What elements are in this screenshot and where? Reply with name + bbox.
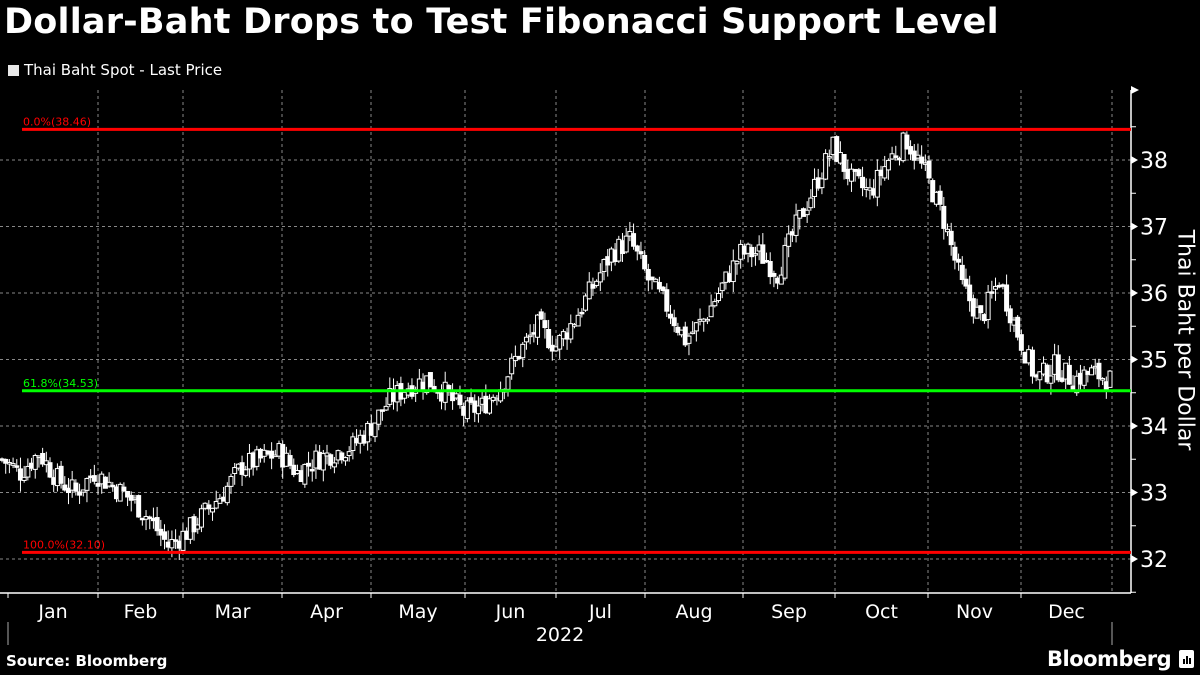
source-note: Source: Bloomberg — [6, 652, 168, 670]
brand-name: Bloomberg — [1047, 647, 1172, 671]
x-tick-label: Oct — [865, 601, 898, 623]
tick-arrow-icon — [1131, 156, 1138, 164]
legend: Thai Baht Spot - Last Price — [8, 61, 222, 79]
fibonacci-label: 61.8%(34.53) — [23, 377, 98, 390]
x-tick-label: Sep — [771, 601, 807, 623]
y-tick-label: 35 — [1140, 349, 1168, 374]
x-tick-label: Jan — [37, 601, 67, 623]
chart-logo-icon — [1179, 650, 1195, 668]
chart-title: Dollar-Baht Drops to Test Fibonacci Supp… — [4, 2, 999, 42]
year-label: 2022 — [536, 624, 584, 646]
tick-arrow-icon — [1131, 222, 1138, 231]
fibonacci-label: 0.0%(38.46) — [23, 115, 91, 128]
tick-arrow-icon — [1131, 488, 1138, 497]
y-tick-label: 36 — [1140, 282, 1168, 307]
x-tick-label: Mar — [215, 601, 251, 623]
y-axis-label: Thai Baht per Dollar — [1172, 229, 1198, 451]
y-tick-label: 34 — [1140, 415, 1168, 440]
fibonacci-label: 100.0%(32.10) — [23, 538, 105, 551]
x-tick-label: Dec — [1048, 601, 1085, 623]
x-tick-label: Feb — [124, 601, 158, 623]
x-tick-label: Apr — [310, 601, 343, 623]
tick-arrow-icon — [1131, 422, 1138, 430]
legend-label: Thai Baht Spot - Last Price — [24, 61, 223, 79]
y-tick-label: 38 — [1140, 149, 1168, 174]
x-tick-label: Aug — [675, 601, 712, 623]
y-tick-label: 33 — [1140, 482, 1168, 507]
legend-swatch-icon — [8, 64, 19, 76]
x-tick-label: Nov — [956, 601, 993, 623]
x-tick-label: Jul — [588, 601, 612, 623]
tick-arrow-icon — [1131, 289, 1138, 297]
tick-arrow-icon — [1131, 555, 1138, 563]
x-tick-label: Jun — [495, 601, 526, 623]
candles — [0, 131, 1113, 561]
tick-arrow-icon — [1131, 355, 1138, 364]
y-tick-label: 37 — [1140, 216, 1168, 241]
y-tick-label: 32 — [1140, 548, 1168, 573]
bloomberg-logo: Bloomberg — [1047, 647, 1195, 671]
x-tick-label: May — [398, 601, 437, 623]
